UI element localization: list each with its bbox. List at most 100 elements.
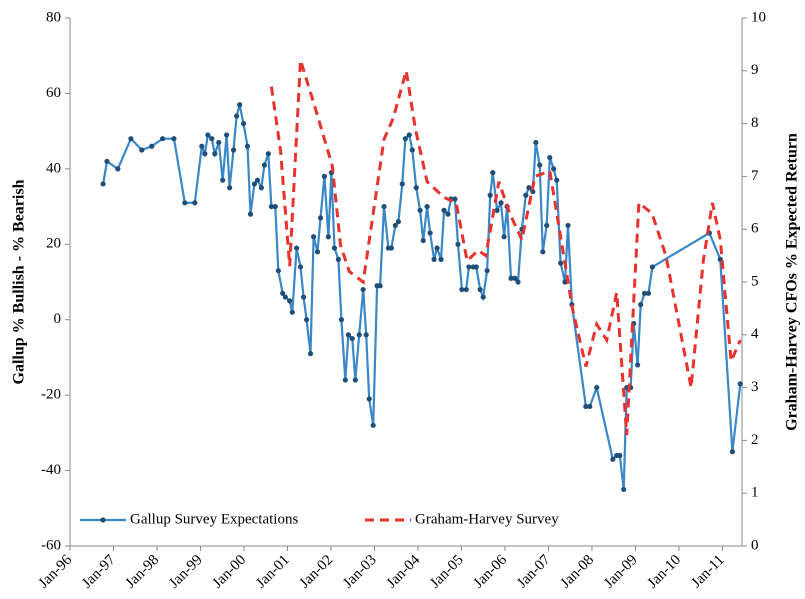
point xyxy=(335,256,341,262)
point xyxy=(220,177,226,183)
point xyxy=(427,230,433,236)
point xyxy=(537,162,543,168)
point xyxy=(171,136,177,142)
point xyxy=(395,219,401,225)
point xyxy=(199,143,205,149)
point xyxy=(209,136,215,142)
point xyxy=(360,286,366,293)
y-tick-label: 60 xyxy=(46,85,61,101)
y2-tick-label: 5 xyxy=(751,273,759,289)
x-tick-label: Jan-08 xyxy=(558,552,598,592)
y2-tick-label: 10 xyxy=(751,9,766,25)
point xyxy=(300,294,307,300)
point xyxy=(314,249,321,255)
y2-tick-label: 3 xyxy=(751,379,759,395)
y-tick-label: 40 xyxy=(46,160,61,176)
point xyxy=(104,158,110,164)
point xyxy=(583,403,589,410)
x-tick-label: Jan-98 xyxy=(123,552,163,592)
legend-label: Gallup Survey Expectations xyxy=(130,511,298,527)
point xyxy=(441,207,447,213)
point xyxy=(352,377,358,383)
y2-tick-label: 2 xyxy=(751,432,759,448)
y-tick-label: -20 xyxy=(41,387,61,403)
point xyxy=(377,283,383,289)
y-tick-label: -40 xyxy=(41,462,61,478)
point xyxy=(558,260,564,266)
legend-marker xyxy=(100,517,106,523)
point xyxy=(459,286,465,293)
point xyxy=(149,143,155,149)
point xyxy=(280,290,286,296)
point xyxy=(501,234,507,240)
point xyxy=(515,279,521,285)
point xyxy=(310,234,317,240)
point xyxy=(366,396,372,402)
point xyxy=(484,268,490,274)
point xyxy=(402,136,408,142)
point xyxy=(240,121,247,127)
point xyxy=(205,132,211,138)
point xyxy=(445,211,451,217)
point xyxy=(182,200,188,206)
x-tick-label: Jan-03 xyxy=(340,552,380,592)
y2-axis-label: Graham-Harvey CFOs % Expected Return xyxy=(784,133,801,431)
point xyxy=(490,170,496,176)
point xyxy=(417,207,423,213)
point xyxy=(498,200,504,206)
point xyxy=(424,203,430,210)
point xyxy=(272,203,278,210)
point xyxy=(216,139,222,146)
point xyxy=(265,151,271,157)
point xyxy=(202,151,208,157)
point xyxy=(594,385,600,391)
point xyxy=(399,181,405,187)
point xyxy=(508,275,514,281)
x-tick-label: Jan-01 xyxy=(253,552,293,592)
legend-label: Graham-Harvey Survey xyxy=(415,511,559,527)
y-tick-label: -60 xyxy=(41,537,61,553)
point xyxy=(304,317,310,323)
point xyxy=(617,452,623,459)
x-tick-label: Jan-11 xyxy=(688,552,727,591)
point xyxy=(388,245,395,251)
point xyxy=(325,234,331,240)
x-tick-label: Jan-97 xyxy=(79,552,119,592)
point xyxy=(282,294,288,300)
point xyxy=(438,256,444,262)
x-tick-label: Jan-96 xyxy=(36,552,76,592)
point xyxy=(547,154,553,161)
point xyxy=(480,294,486,300)
point xyxy=(466,264,472,270)
point xyxy=(392,222,398,229)
point xyxy=(212,151,218,157)
point xyxy=(289,309,295,315)
point xyxy=(737,381,743,387)
point xyxy=(551,166,557,172)
point xyxy=(261,162,268,168)
point xyxy=(227,185,233,191)
point xyxy=(420,237,426,244)
point xyxy=(544,222,550,229)
point xyxy=(294,245,300,251)
point xyxy=(233,113,240,119)
point xyxy=(115,166,121,172)
point xyxy=(237,102,243,108)
point xyxy=(587,403,593,410)
point xyxy=(452,196,458,202)
x-tick-label: Jan-10 xyxy=(645,552,685,592)
point xyxy=(100,181,106,187)
point xyxy=(649,264,656,270)
point xyxy=(473,264,479,270)
x-tick-label: Jan-99 xyxy=(166,552,206,592)
point xyxy=(554,177,560,183)
point xyxy=(128,136,134,142)
y2-tick-label: 8 xyxy=(751,115,759,131)
point xyxy=(641,290,648,296)
point xyxy=(533,139,539,146)
point xyxy=(244,143,251,149)
x-tick-label: Jan-04 xyxy=(384,552,424,592)
point xyxy=(413,185,419,191)
point xyxy=(729,449,736,455)
